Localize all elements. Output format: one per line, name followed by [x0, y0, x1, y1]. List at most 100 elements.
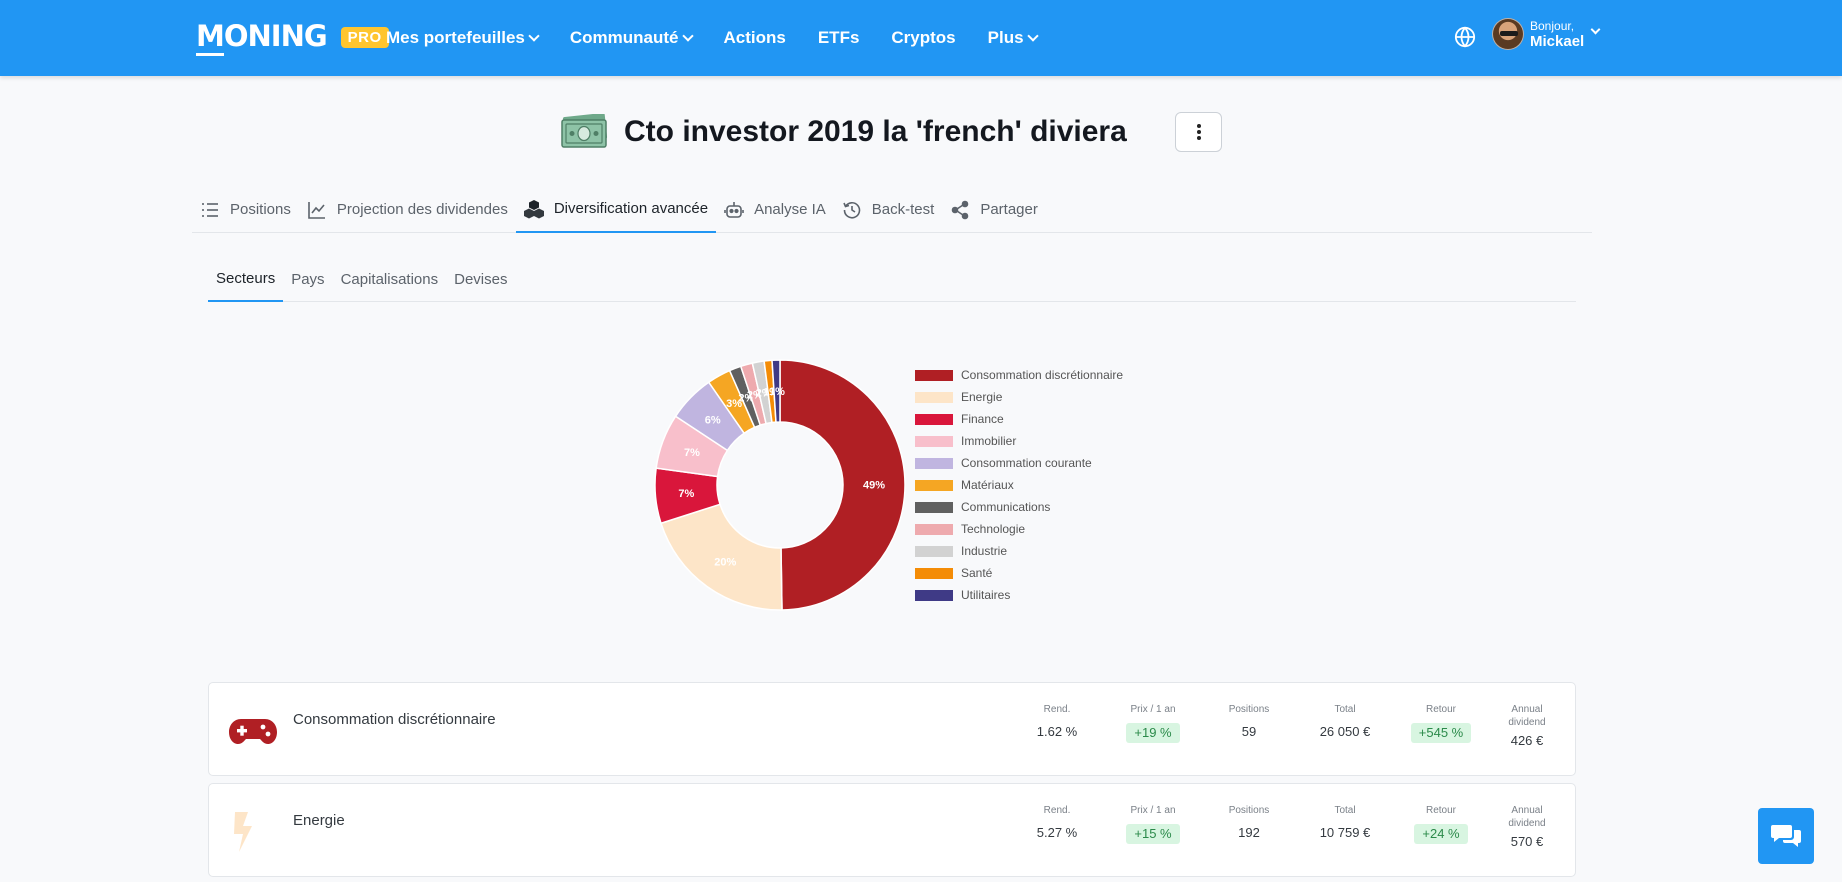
- moning-logo[interactable]: MONING PRO: [196, 18, 389, 56]
- avatar: [1492, 18, 1524, 50]
- metric-rendement: Rend. 1.62 %: [1009, 703, 1105, 750]
- chevron-down-icon: [528, 29, 540, 42]
- tab-positions[interactable]: Positions: [192, 186, 299, 233]
- more-options-button[interactable]: [1175, 112, 1222, 152]
- metric-value: 59: [1241, 724, 1257, 739]
- donut-slice-label: 20%: [714, 556, 736, 568]
- nav-item-plus[interactable]: Plus: [987, 28, 1039, 48]
- nav-item-label: Plus: [987, 28, 1024, 47]
- legend-item[interactable]: Immobilier: [915, 430, 1123, 452]
- legend-label: Consommation discrétionnaire: [961, 368, 1124, 382]
- donut-slice-label: 6%: [705, 414, 721, 426]
- nav-item-label: Mes portefeuilles: [386, 28, 525, 47]
- metric-label: Annual dividend: [1508, 704, 1546, 728]
- metric-value: 10 759 €: [1319, 825, 1371, 840]
- main-nav: Mes portefeuilles Communauté Actions ETF…: [386, 0, 1069, 76]
- sector-name: Consommation discrétionnaire: [293, 711, 496, 728]
- legend-item[interactable]: Technologie: [915, 518, 1123, 540]
- donut-slice[interactable]: [779, 359, 906, 611]
- metric-label: Total: [1334, 805, 1356, 816]
- donut-slice-label: 49%: [863, 479, 885, 491]
- subtab-pays[interactable]: Pays: [291, 270, 325, 288]
- chevron-down-icon: [1026, 29, 1039, 42]
- metric-total: Total 26 050 €: [1297, 703, 1393, 750]
- sector-metrics: Rend. 1.62 % Prix / 1 an +19 % Positions 59…: [1009, 703, 1565, 750]
- subtab-capitalisations[interactable]: Capitalisations: [340, 270, 439, 288]
- sector-card-consommation-discretionnaire[interactable]: Consommation discrétionnaire Rend. 1.62 %…: [208, 682, 1576, 776]
- donut-slice[interactable]: [771, 359, 781, 423]
- sector-card-energie[interactable]: Energie Rend. 5.27 % Prix / 1 an +15 % Pos…: [208, 783, 1576, 877]
- nav-item-mes-portefeuilles[interactable]: Mes portefeuilles: [386, 28, 540, 48]
- legend-item[interactable]: Industrie: [915, 540, 1123, 562]
- tab-label: Projection des dividendes: [336, 201, 508, 218]
- metric-value: +15 %: [1126, 824, 1180, 844]
- legend-label: Utilitaires: [961, 588, 1011, 602]
- legend-item[interactable]: Utilitaires: [915, 584, 1123, 606]
- logo-text: MONING: [196, 19, 328, 56]
- legend-swatch: [915, 369, 953, 381]
- metric-annual-dividend: Annual dividend 570 €: [1489, 804, 1565, 851]
- tab-projection-dividendes[interactable]: Projection des dividendes: [299, 186, 516, 233]
- legend-item[interactable]: Matériaux: [915, 474, 1123, 496]
- tab-analyse-ia[interactable]: Analyse IA: [716, 186, 834, 233]
- metric-retour: Retour +24 %: [1393, 804, 1489, 851]
- legend-label: Communications: [961, 500, 1051, 514]
- tab-label: Positions: [230, 201, 291, 218]
- metric-label: Rend.: [1043, 704, 1071, 715]
- page-title: Cto investor 2019 la 'french' diviera: [624, 115, 1127, 148]
- metric-label: Total: [1334, 704, 1356, 715]
- donut-slice-label: 3%: [726, 398, 742, 410]
- sector-donut-chart: 49%20%7%7%6%3%2%2%2%1%1%: [654, 359, 906, 611]
- metric-value: +24 %: [1414, 824, 1468, 844]
- globe-icon[interactable]: [1454, 26, 1476, 48]
- legend-label: Immobilier: [961, 434, 1017, 448]
- legend-label: Santé: [961, 566, 993, 580]
- nav-item-etfs[interactable]: ETFs: [818, 28, 860, 48]
- nav-item-actions[interactable]: Actions: [724, 28, 786, 48]
- metric-positions: Positions 59: [1201, 703, 1297, 750]
- metric-value: 426 €: [1510, 733, 1544, 748]
- metric-positions: Positions 192: [1201, 804, 1297, 851]
- legend-swatch: [915, 545, 953, 557]
- tab-diversification-avancee[interactable]: Diversification avancée: [515, 186, 717, 233]
- donut-slice-label: 7%: [684, 447, 700, 459]
- diversification-subtabs: Secteurs Pays Capitalisations Devises: [208, 256, 1576, 302]
- legend-label: Matériaux: [961, 478, 1014, 492]
- chevron-down-icon: [1590, 24, 1601, 34]
- tab-partager[interactable]: Partager: [942, 186, 1046, 233]
- legend-swatch: [915, 457, 953, 469]
- metric-total: Total 10 759 €: [1297, 804, 1393, 851]
- legend-item[interactable]: Consommation courante: [915, 452, 1123, 474]
- donut-slice[interactable]: [660, 503, 783, 611]
- nav-item-communaute[interactable]: Communauté: [570, 28, 694, 48]
- legend-label: Energie: [961, 390, 1003, 404]
- user-menu[interactable]: Bonjour, Mickael: [1492, 18, 1601, 50]
- portfolio-header: Cto investor 2019 la 'french' diviera: [0, 112, 1842, 152]
- tab-label: Partager: [980, 201, 1038, 218]
- legend-swatch: [915, 413, 953, 425]
- legend-item[interactable]: Consommation discrétionnaire: [915, 364, 1123, 386]
- sector-name: Energie: [293, 812, 345, 829]
- tab-label: Back-test: [871, 201, 935, 218]
- chart-legend: Consommation discrétionnaire Energie Finan…: [915, 364, 1123, 606]
- legend-item[interactable]: Finance: [915, 408, 1123, 430]
- metric-label: Positions: [1228, 805, 1270, 816]
- nav-item-cryptos[interactable]: Cryptos: [891, 28, 955, 48]
- top-navbar: MONING PRO Mes portefeuilles Communauté …: [0, 0, 1842, 76]
- portfolio-tabs: Positions Projection des dividendes Dive…: [192, 186, 1592, 233]
- subtab-devises[interactable]: Devises: [454, 270, 508, 288]
- legend-item[interactable]: Communications: [915, 496, 1123, 518]
- legend-item[interactable]: Energie: [915, 386, 1123, 408]
- legend-swatch: [915, 589, 953, 601]
- chat-button[interactable]: [1758, 808, 1814, 864]
- legend-item[interactable]: Santé: [915, 562, 1123, 584]
- subtab-secteurs[interactable]: Secteurs: [208, 256, 284, 302]
- metric-value: 192: [1238, 825, 1260, 840]
- nav-item-label: Cryptos: [891, 28, 956, 47]
- tab-back-test[interactable]: Back-test: [834, 186, 943, 233]
- metric-value: +545 %: [1410, 723, 1472, 743]
- legend-label: Consommation courante: [961, 456, 1092, 470]
- share-icon: [952, 200, 969, 219]
- legend-swatch: [915, 435, 953, 447]
- metric-label: Retour: [1425, 805, 1456, 816]
